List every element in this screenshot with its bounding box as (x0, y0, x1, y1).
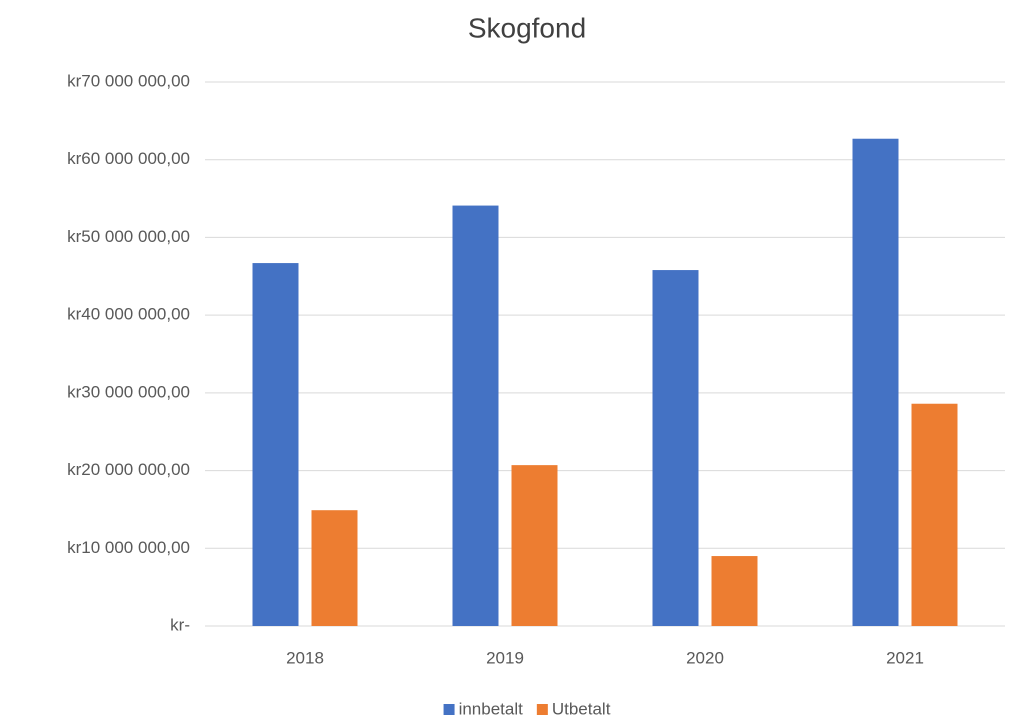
legend-label: Utbetalt (552, 699, 611, 718)
chart-title: Skogfond (468, 12, 586, 43)
bar (311, 510, 358, 626)
y-tick-label: kr60 000 000,00 (67, 149, 190, 168)
bar (452, 205, 499, 626)
legend-swatch (443, 704, 455, 715)
bar (252, 263, 299, 626)
y-tick-label: kr40 000 000,00 (67, 305, 190, 324)
y-tick-label: kr- (170, 615, 190, 634)
legend-label: innbetalt (459, 699, 524, 718)
legend-swatch (536, 704, 548, 715)
bar (711, 556, 758, 626)
y-tick-label: kr50 000 000,00 (67, 227, 190, 246)
y-tick-label: kr70 000 000,00 (67, 71, 190, 90)
x-tick-label: 2018 (286, 648, 324, 667)
y-tick-label: kr20 000 000,00 (67, 460, 190, 479)
x-tick-label: 2019 (486, 648, 524, 667)
y-tick-label: kr30 000 000,00 (67, 382, 190, 401)
bar (511, 465, 558, 626)
bar (852, 138, 899, 626)
x-tick-label: 2021 (886, 648, 924, 667)
bar (652, 270, 699, 626)
bar (911, 403, 958, 626)
y-tick-label: kr10 000 000,00 (67, 538, 190, 557)
x-tick-label: 2020 (686, 648, 724, 667)
